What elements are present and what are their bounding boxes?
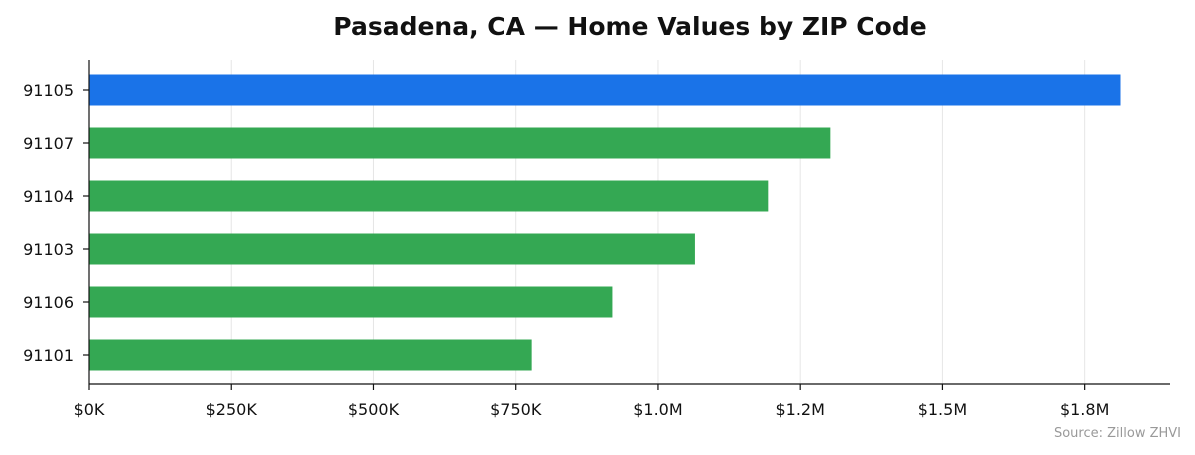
x-tick-label: $750K	[490, 400, 542, 419]
y-tick-label: 91104	[23, 187, 74, 206]
grid-lines	[230, 60, 1086, 384]
bar-91104	[89, 180, 769, 212]
x-tick-label: $1.2M	[775, 400, 824, 419]
y-axis-ticks: 91105 91107 91104 91103 91106 91101	[23, 81, 89, 365]
x-tick-label: $1.0M	[633, 400, 682, 419]
x-axis-ticks: $0K $250K $500K $750K $1.0M $1.2M $1.5M $1.8M	[74, 384, 1109, 419]
x-tick-label: $250K	[206, 400, 258, 419]
bar-91107	[89, 127, 831, 159]
bar-91105	[89, 74, 1121, 106]
x-tick-label: $500K	[348, 400, 400, 419]
y-tick-label: 91106	[23, 293, 74, 312]
y-tick-label: 91103	[23, 240, 74, 259]
bar-91106	[89, 286, 613, 318]
y-tick-label: 91107	[23, 134, 74, 153]
y-tick-label: 91105	[23, 81, 74, 100]
source-note: Source: Zillow ZHVI	[1054, 426, 1181, 441]
chart-title: Pasadena, CA — Home Values by ZIP Code	[333, 12, 926, 41]
bars	[89, 74, 1121, 371]
bar-91101	[89, 339, 532, 371]
y-tick-label: 91101	[23, 346, 74, 365]
x-tick-label: $0K	[74, 400, 105, 419]
x-tick-label: $1.8M	[1060, 400, 1109, 419]
bar-91103	[89, 233, 695, 265]
x-tick-label: $1.5M	[918, 400, 967, 419]
